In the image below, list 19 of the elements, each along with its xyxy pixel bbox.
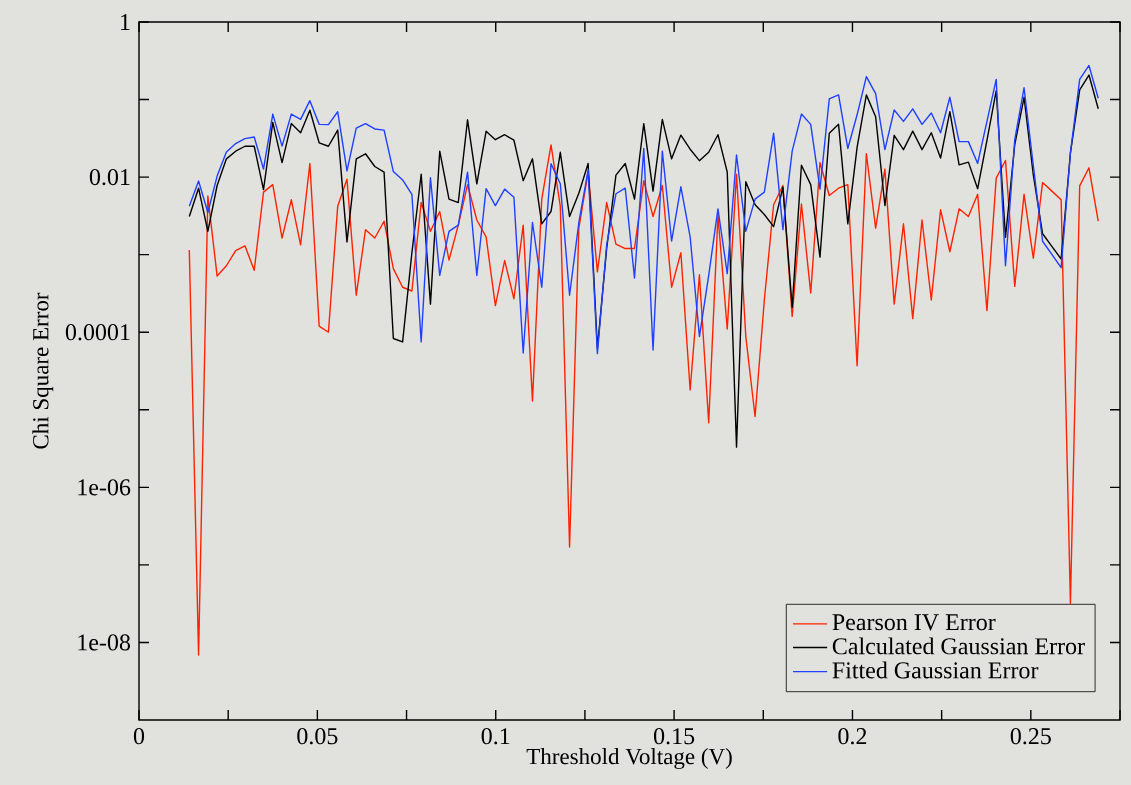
x-tick-label: 0.15: [654, 728, 695, 745]
x-tick-label: 0.25: [1010, 728, 1051, 745]
y-axis-title: Chi Square Error: [32, 292, 54, 449]
y-tick-label: 0.0001: [65, 324, 130, 341]
y-tick-label: 1e-08: [78, 634, 131, 651]
x-tick-label: 0: [133, 728, 145, 745]
line-series: [188, 74, 1099, 448]
y-tick-label: 0.01: [89, 168, 130, 186]
x-tick-label: 0.05: [297, 728, 338, 745]
legend-label: Calculated Gaussian Error: [832, 637, 1085, 655]
legend-label: Pearson IV Error: [832, 614, 996, 631]
x-axis-title: Threshold Voltage (V): [526, 748, 732, 770]
line-series: [188, 64, 1099, 355]
x-tick-label: 0.2: [838, 728, 867, 745]
x-tick-label: 0.1: [481, 728, 510, 745]
y-tick-label: 1e-06: [78, 479, 131, 496]
y-tick-label: 1: [121, 14, 130, 30]
line-series: [188, 144, 1099, 656]
legend-label: Fitted Gaussian Error: [832, 661, 1039, 679]
